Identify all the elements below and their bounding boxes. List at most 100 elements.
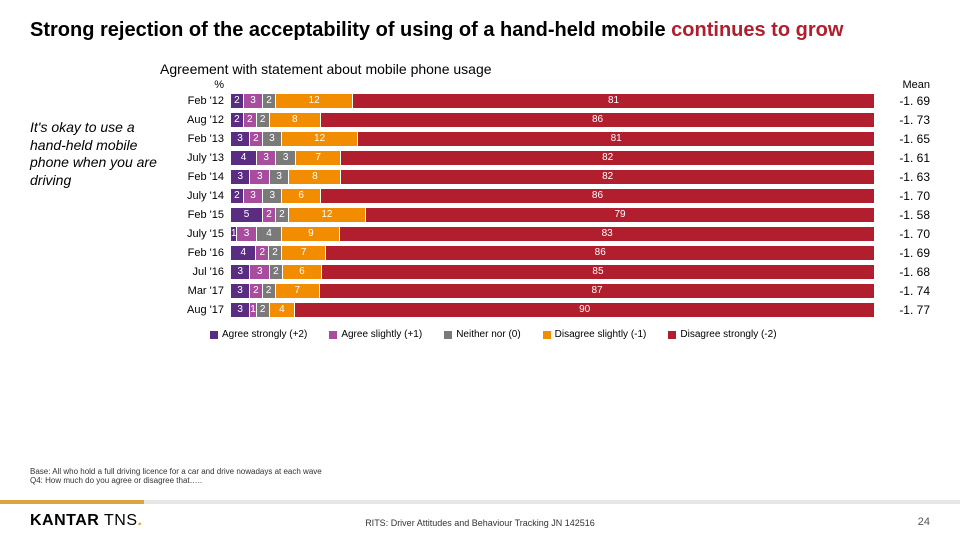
chart-area: % Mean Feb '122321281-1. 69Aug '12222886…: [160, 79, 930, 340]
bar-segment: 2: [250, 284, 263, 298]
statement-text: It's okay to use a hand-held mobile phon…: [30, 79, 160, 340]
row-label: Feb '13: [160, 133, 230, 145]
bar-segment: 4: [231, 246, 256, 260]
bar-segment: 85: [322, 265, 874, 279]
legend-item: Disagree slightly (-1): [543, 329, 647, 340]
chart-row: Feb '155221279-1. 58: [160, 205, 930, 224]
bar-segment: 5: [231, 208, 263, 222]
bar-segment: 2: [231, 189, 244, 203]
footnote-base: Base: All who hold a full driving licenc…: [30, 467, 322, 477]
bar-segment: 2: [244, 113, 257, 127]
chart-subtitle: Agreement with statement about mobile ph…: [160, 61, 930, 77]
bar-segment: 3: [231, 284, 250, 298]
bar-segment: 8: [270, 113, 321, 127]
bar-segment: 4: [257, 227, 283, 241]
bar-segment: 2: [276, 208, 289, 222]
bar-segment: 2: [257, 303, 270, 317]
bar-segment: 4: [270, 303, 296, 317]
bar-segment: 7: [282, 246, 327, 260]
row-label: Mar '17: [160, 285, 230, 297]
bar-segment: 2: [231, 113, 244, 127]
bar-segment: 2: [270, 265, 283, 279]
bar-segment: 9: [282, 227, 340, 241]
stacked-bar: 222886: [230, 112, 875, 128]
bar-segment: 7: [296, 151, 341, 165]
bar-segment: 3: [231, 303, 250, 317]
footnotes: Base: All who hold a full driving licenc…: [30, 467, 322, 486]
bar-segment: 3: [263, 132, 282, 146]
bar-segment: 3: [270, 170, 289, 184]
legend-label: Agree slightly (+1): [341, 329, 422, 340]
row-mean: -1. 63: [875, 170, 930, 184]
chart-row: Feb '133231281-1. 65: [160, 129, 930, 148]
bar-segment: 6: [283, 265, 322, 279]
row-label: Jul '16: [160, 266, 230, 278]
legend-item: Agree strongly (+2): [210, 329, 307, 340]
title-plain: Strong rejection of the acceptability of…: [30, 19, 671, 41]
stacked-bar: 322787: [230, 283, 875, 299]
bar-segment: 86: [321, 113, 874, 127]
legend-label: Disagree slightly (-1): [555, 329, 647, 340]
bar-segment: 90: [295, 303, 874, 317]
slide: Strong rejection of the acceptability of…: [0, 0, 960, 540]
legend-label: Agree strongly (+2): [222, 329, 307, 340]
stacked-bar: 312490: [230, 302, 875, 318]
legend-item: Neither nor (0): [444, 329, 520, 340]
stacked-bar: 2321281: [230, 93, 875, 109]
stacked-bar: 433782: [230, 150, 875, 166]
stacked-bar: 332685: [230, 264, 875, 280]
bar-segment: 2: [263, 94, 276, 108]
bar-segment: 3: [250, 265, 269, 279]
row-mean: -1. 69: [875, 246, 930, 260]
bar-segment: 2: [263, 284, 276, 298]
legend-swatch-icon: [444, 331, 452, 339]
title-accent: continues to grow: [671, 19, 843, 41]
footer-accent-line: [0, 500, 960, 504]
bar-segment: 3: [244, 189, 263, 203]
page-number: 24: [918, 516, 930, 528]
legend-item: Agree slightly (+1): [329, 329, 422, 340]
bar-segment: 83: [340, 227, 874, 241]
row-label: July '13: [160, 152, 230, 164]
row-mean: -1. 61: [875, 151, 930, 165]
row-label: Aug '17: [160, 304, 230, 316]
page-title: Strong rejection of the acceptability of…: [30, 18, 930, 43]
bar-segment: 3: [231, 170, 250, 184]
chart-rows: Feb '122321281-1. 69Aug '12222886-1. 73F…: [160, 91, 930, 319]
chart-row: Aug '12222886-1. 73: [160, 110, 930, 129]
bar-segment: 3: [231, 132, 250, 146]
legend-swatch-icon: [668, 331, 676, 339]
chart-row: Mar '17322787-1. 74: [160, 281, 930, 300]
chart-row: Jul '16332685-1. 68: [160, 262, 930, 281]
bar-segment: 12: [282, 132, 358, 146]
bar-segment: 3: [231, 265, 250, 279]
bar-segment: 8: [289, 170, 341, 184]
bar-segment: 81: [353, 94, 874, 108]
bar-segment: 86: [326, 246, 874, 260]
bar-segment: 2: [231, 94, 244, 108]
bar-segment: 3: [276, 151, 295, 165]
legend-swatch-icon: [329, 331, 337, 339]
bar-segment: 12: [276, 94, 353, 108]
row-mean: -1. 74: [875, 284, 930, 298]
stacked-bar: 134983: [230, 226, 875, 242]
row-mean: -1. 70: [875, 189, 930, 203]
row-label: Feb '16: [160, 247, 230, 259]
bar-segment: 2: [269, 246, 282, 260]
row-label: Feb '12: [160, 95, 230, 107]
footnote-question: Q4: How much do you agree or disagree th…: [30, 476, 322, 486]
row-label: July '15: [160, 228, 230, 240]
chart-block: It's okay to use a hand-held mobile phon…: [30, 79, 930, 340]
row-mean: -1. 65: [875, 132, 930, 146]
source-text: RITS: Driver Attitudes and Behaviour Tra…: [0, 518, 960, 528]
bar-segment: 3: [257, 151, 276, 165]
bar-segment: 4: [231, 151, 257, 165]
bar-segment: 82: [341, 151, 874, 165]
legend-swatch-icon: [210, 331, 218, 339]
bar-segment: 86: [321, 189, 874, 203]
stacked-bar: 333882: [230, 169, 875, 185]
chart-row: July '15134983-1. 70: [160, 224, 930, 243]
bar-segment: 3: [237, 227, 256, 241]
mean-header: Mean: [875, 79, 930, 91]
stacked-bar: 233686: [230, 188, 875, 204]
